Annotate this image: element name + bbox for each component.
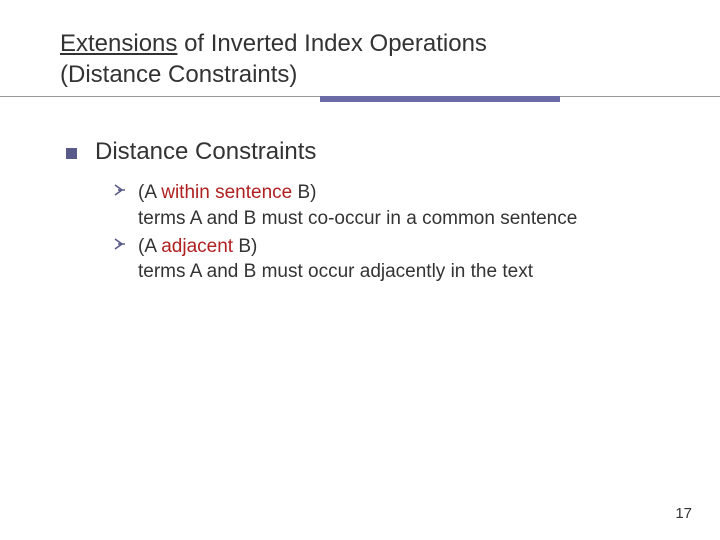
arrow-bullet-icon <box>114 184 128 196</box>
list-item-text: (A within sentence B) terms A and B must… <box>138 180 577 231</box>
rule-thick <box>320 96 560 102</box>
item-pre: (A <box>138 182 161 203</box>
title-line-2: (Distance Constraints) <box>60 59 680 90</box>
list-item-text: (A adjacent B) terms A and B must occur … <box>138 234 533 285</box>
title-underlined-word: Extensions <box>60 30 177 57</box>
item-desc: terms A and B must occur adjacently in t… <box>138 261 533 282</box>
slide: Extensions of Inverted Index Operations … <box>0 0 720 540</box>
list-item: (A adjacent B) terms A and B must occur … <box>114 234 680 285</box>
title-rest: of Inverted Index Operations <box>177 30 487 57</box>
item-post: B) <box>233 236 257 257</box>
item-desc: terms A and B must co-occur in a common … <box>138 208 577 229</box>
page-number: 17 <box>675 505 692 522</box>
square-bullet-icon <box>66 148 77 159</box>
arrow-bullet-icon <box>114 238 128 250</box>
item-post: B) <box>292 182 316 203</box>
bullet-level1: Distance Constraints <box>66 138 680 166</box>
item-keyword: within sentence <box>161 182 292 203</box>
list-item: (A within sentence B) terms A and B must… <box>114 180 680 231</box>
content-area: Distance Constraints (A within sentence … <box>60 138 680 285</box>
level2-list: (A within sentence B) terms A and B must… <box>114 180 680 285</box>
item-keyword: adjacent <box>161 236 233 257</box>
title-rule <box>0 96 720 110</box>
item-pre: (A <box>138 236 161 257</box>
level1-heading: Distance Constraints <box>95 138 316 166</box>
slide-title: Extensions of Inverted Index Operations … <box>60 28 680 90</box>
title-line-1: Extensions of Inverted Index Operations <box>60 28 680 59</box>
